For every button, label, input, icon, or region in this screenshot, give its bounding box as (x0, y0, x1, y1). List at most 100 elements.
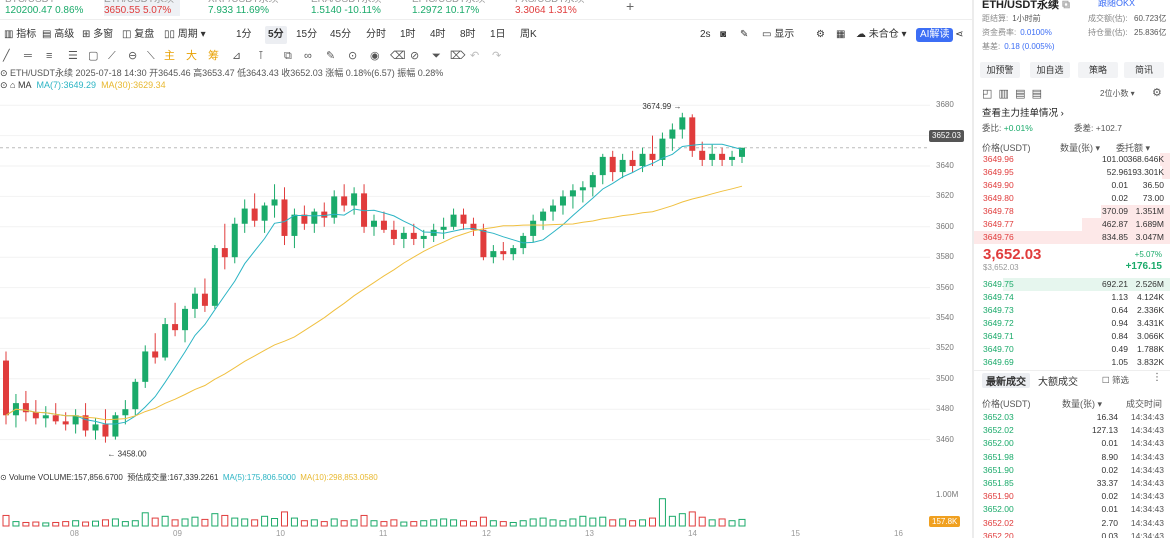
interval-3[interactable]: 45分 (330, 29, 352, 40)
ticker-2[interactable]: XRP/USDT永续7.933 11.69% (208, 0, 285, 16)
action-button-2[interactable]: 策略 (1078, 62, 1118, 78)
ticker-0[interactable]: BTC/USDT120200.47 0.86% (5, 0, 89, 16)
ob-price: 3649.80 (983, 193, 1014, 203)
ask-row[interactable]: 3649.90 0.01 36.50 (974, 179, 1170, 192)
main-force-tool[interactable]: 主 (164, 50, 175, 62)
undo-icon[interactable]: ↶ (470, 50, 480, 62)
ticker-3[interactable]: ERA/USDT永续1.5140 -10.11% (311, 0, 388, 16)
depth-select[interactable]: 2位小数 ▾ (1100, 89, 1135, 98)
share-icon[interactable]: ⋖ (955, 29, 964, 40)
bid-row[interactable]: 3649.72 0.94 3.431K (974, 317, 1170, 330)
rect-tool-icon[interactable]: ▢ (88, 50, 99, 62)
candle-body (460, 214, 467, 224)
delete-icon[interactable]: ⌦ (450, 50, 466, 62)
ask-row[interactable]: 3649.77 462.87 1.689M (974, 218, 1170, 231)
bid-row[interactable]: 3649.70 0.49 1.788K (974, 343, 1170, 356)
channel-tool-icon[interactable]: ≡ (46, 50, 53, 62)
bids-only-icon[interactable]: ▤ (1031, 88, 1042, 100)
bid-row[interactable]: 3649.75 692.21 2.526M (974, 278, 1170, 291)
interval-0[interactable]: 1分 (236, 29, 252, 40)
ai-interpret-button[interactable]: AI解读 (916, 28, 954, 42)
multi-window-button[interactable]: ⊞ 多窗 (82, 29, 114, 40)
display-button[interactable]: ▭ 显示 (762, 29, 795, 40)
refresh-rate[interactable]: 2s (700, 29, 711, 40)
interval-5[interactable]: 1时 (400, 29, 416, 40)
trade-more-icon[interactable]: ⋮ (1152, 372, 1162, 383)
interval-7[interactable]: 8时 (460, 29, 476, 40)
ob-price: 3649.75 (983, 279, 1014, 289)
y-tick-label: 3620 (936, 191, 954, 201)
layout-icon[interactable]: ▦ (836, 29, 846, 40)
lock-icon[interactable]: ✎ (326, 50, 336, 62)
eye-icon[interactable]: ⊙ (348, 50, 358, 62)
ask-row[interactable]: 3649.95 52.96 193.301K (974, 166, 1170, 179)
hide-icon[interactable]: ⊘ (410, 50, 420, 62)
trash-icon[interactable]: ⌫ (390, 50, 406, 62)
shape-tool-icon[interactable]: ⊿ (232, 50, 242, 62)
bid-row[interactable]: 3649.69 1.05 3.832K (974, 356, 1170, 369)
brush-tool-icon[interactable]: ⟋ (108, 50, 116, 62)
trade-header-qty[interactable]: 数量(张) ▾ (1062, 399, 1103, 409)
ticker-5[interactable]: FXS/USDT永续3.3064 1.31% (515, 0, 590, 16)
candlestick-chart[interactable]: 3674.99 → ← 3458.00 (0, 90, 930, 470)
candle-body (231, 223, 238, 258)
large-order-tool[interactable]: 大 (186, 50, 197, 62)
interval-6[interactable]: 4时 (430, 29, 446, 40)
follow-link[interactable]: 跟随OKX (1098, 0, 1136, 8)
ob-price: 3649.76 (983, 232, 1014, 242)
period-button[interactable]: ▯▯ 周期 ▾ (164, 29, 206, 40)
interval-8[interactable]: 1日 (490, 29, 506, 40)
ask-row[interactable]: 3649.80 0.02 73.00 (974, 192, 1170, 205)
action-button-1[interactable]: 加自选 (1030, 62, 1070, 78)
link-icon[interactable]: ∞ (304, 50, 312, 62)
visible-icon[interactable]: ◉ (370, 50, 380, 62)
panel-divider[interactable] (972, 0, 974, 538)
redo-icon[interactable]: ↷ (492, 50, 502, 62)
not-joined-button[interactable]: ☁ 未合仓 ▾ (856, 29, 907, 40)
copy-icon[interactable]: ⧉ (284, 50, 292, 62)
advanced-button[interactable]: ▤ 高级 (42, 29, 75, 40)
tab-latest-trades[interactable]: 最新成交 (982, 373, 1030, 388)
ask-row[interactable]: 3649.96 101.00 368.646K (974, 153, 1170, 166)
add-ticker-icon[interactable]: + (626, 0, 635, 14)
camera-icon[interactable]: ◙ (720, 29, 727, 40)
replay-button[interactable]: ◫ 复盘 (122, 29, 155, 40)
ruler-tool-icon[interactable]: ⟍ (147, 50, 155, 62)
line-tool-icon[interactable]: ╱ (3, 50, 10, 62)
split-icon[interactable]: ▥ (998, 88, 1009, 100)
bid-row[interactable]: 3649.73 0.64 2.336K (974, 304, 1170, 317)
hline-tool-icon[interactable]: ═ (24, 50, 32, 62)
bid-row[interactable]: 3649.71 0.84 3.066K (974, 330, 1170, 343)
ticker-price: 3.3064 1.31% (515, 5, 584, 16)
ob-header-qty[interactable]: 数量(张) ▾ (1060, 143, 1101, 153)
chip-tool[interactable]: 筹 (208, 50, 219, 62)
tab-large-trades[interactable]: 大额成交 (1038, 377, 1078, 388)
panel-settings-icon[interactable]: ⚙ (1152, 87, 1162, 99)
indicator-button[interactable]: ▥ 指标 (4, 29, 37, 40)
ob-header-amount[interactable]: 委托额 ▾ (1116, 143, 1151, 153)
copy-symbol-icon[interactable]: ⧉ (1062, 0, 1070, 11)
trade-filter[interactable]: ☐ 筛选 (1102, 375, 1129, 385)
filter-icon[interactable]: ⏷ (432, 50, 441, 62)
interval-2[interactable]: 15分 (296, 29, 318, 40)
settings-icon[interactable]: ⚙ (816, 29, 825, 40)
magnet-tool-icon[interactable]: ⊖ (128, 50, 138, 62)
ask-row[interactable]: 3649.76 834.85 3.047M (974, 231, 1170, 244)
text-tool-icon[interactable]: ⊺ (258, 50, 264, 62)
bid-row[interactable]: 3649.74 1.13 4.124K (974, 291, 1170, 304)
interval-9[interactable]: 周K (520, 29, 537, 40)
fib-tool-icon[interactable]: ☰ (68, 50, 78, 62)
action-button-3[interactable]: 简讯 (1124, 62, 1164, 78)
action-button-0[interactable]: 加预警 (980, 62, 1020, 78)
orderbook-link[interactable]: 查看主力挂单情况 › (982, 108, 1064, 119)
volume-bar (221, 514, 229, 527)
pen-icon[interactable]: ✎ (740, 29, 749, 40)
bookmark-icon[interactable]: ◰ (982, 88, 993, 100)
asks-only-icon[interactable]: ▤ (1015, 88, 1026, 100)
ticker-4[interactable]: EPIC/USDT永续1.2972 10.17% (412, 0, 491, 16)
ticker-1[interactable]: ETH/USDT永续3650.55 5.07% (104, 0, 180, 16)
ask-row[interactable]: 3649.78 370.09 1.351M (974, 205, 1170, 218)
interval-4[interactable]: 分时 (366, 29, 386, 40)
multi-window-label: 多窗 (93, 29, 114, 40)
interval-1[interactable]: 5分 (265, 26, 287, 44)
